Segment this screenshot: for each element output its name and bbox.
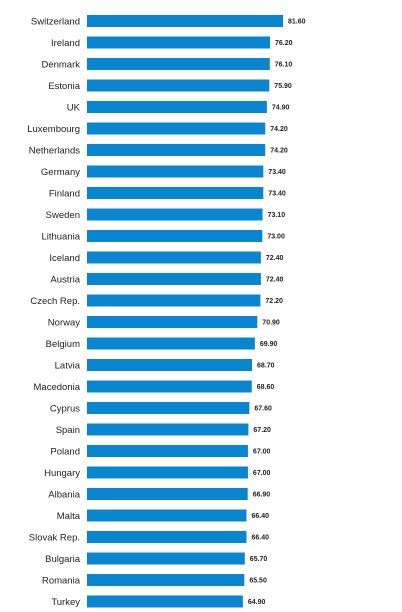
category-label: Malta [57, 511, 81, 522]
value-label: 72.40 [266, 277, 284, 284]
value-label: 74.20 [270, 148, 288, 155]
bar [87, 15, 283, 27]
category-label: Romania [42, 576, 81, 587]
value-label: 72.20 [265, 298, 283, 305]
category-label: Spain [56, 425, 80, 436]
bar [87, 466, 248, 479]
value-label: 64.90 [248, 599, 266, 606]
bar [87, 380, 252, 393]
bar [87, 122, 266, 135]
value-label: 73.10 [268, 212, 286, 219]
category-label: Finland [49, 189, 80, 200]
value-label: 65.50 [249, 578, 267, 585]
category-label: Denmark [41, 60, 80, 71]
value-label: 73.40 [268, 191, 286, 198]
value-label: 73.40 [268, 169, 286, 176]
value-label: 67.60 [254, 406, 272, 413]
bar [87, 402, 250, 414]
category-label: Albania [48, 490, 80, 501]
category-label: Netherlands [29, 146, 80, 157]
value-label: 67.00 [253, 449, 271, 456]
value-label: 67.00 [253, 470, 271, 477]
value-label: 66.40 [251, 535, 269, 542]
bar [87, 144, 266, 156]
bar [87, 423, 249, 436]
bar [87, 509, 247, 522]
bar [87, 574, 245, 586]
category-label: Macedonia [34, 382, 81, 393]
value-label: 70.90 [262, 320, 280, 327]
bar [87, 251, 261, 264]
value-label: 69.90 [260, 341, 278, 348]
bar [87, 445, 248, 457]
category-label: Austria [50, 275, 80, 286]
category-label: Czech Rep. [30, 296, 80, 307]
value-label: 75.90 [274, 83, 292, 90]
category-label: Ireland [51, 38, 80, 49]
value-label: 65.70 [250, 556, 268, 563]
bar [87, 337, 255, 350]
value-label: 68.60 [257, 384, 275, 391]
category-label: Belgium [46, 339, 80, 350]
bar [87, 294, 261, 307]
category-label: Germany [41, 167, 80, 178]
value-label: 67.20 [253, 427, 271, 434]
category-label: Norway [48, 318, 80, 329]
category-label: Cyprus [50, 404, 80, 415]
bar [87, 208, 263, 221]
bar [87, 187, 264, 199]
value-label: 66.90 [253, 492, 271, 499]
value-label: 68.70 [257, 363, 275, 370]
bar [87, 165, 264, 178]
value-label: 76.10 [275, 62, 293, 69]
category-label: Turkey [51, 597, 80, 608]
category-label: Estonia [48, 81, 80, 92]
bar [87, 79, 270, 92]
category-label: Latvia [55, 361, 81, 372]
category-label: UK [67, 103, 81, 114]
value-label: 74.20 [270, 126, 288, 133]
value-label: 74.90 [272, 105, 290, 112]
bar [87, 531, 247, 543]
bar [87, 101, 267, 113]
category-label: Iceland [49, 253, 80, 264]
category-label: Slovak Rep. [29, 533, 80, 544]
bar [87, 595, 243, 608]
category-label: Sweden [46, 210, 80, 221]
category-label: Bulgaria [45, 554, 81, 565]
value-label: 76.20 [275, 40, 293, 47]
value-label: 66.40 [251, 513, 269, 520]
category-label: Switzerland [31, 17, 80, 28]
bar [87, 58, 270, 70]
bar [87, 488, 248, 500]
category-label: Poland [50, 447, 80, 458]
bar [87, 316, 258, 328]
category-label: Lithuania [41, 232, 80, 243]
bar [87, 273, 261, 285]
bar [87, 36, 271, 49]
value-label: 72.40 [266, 255, 284, 262]
bar [87, 359, 253, 371]
value-label: 73.00 [267, 234, 285, 241]
category-label: Luxembourg [27, 124, 80, 135]
category-label: Hungary [44, 468, 80, 479]
bar [87, 230, 263, 242]
value-label: 81.60 [288, 19, 306, 26]
bar [87, 552, 245, 565]
